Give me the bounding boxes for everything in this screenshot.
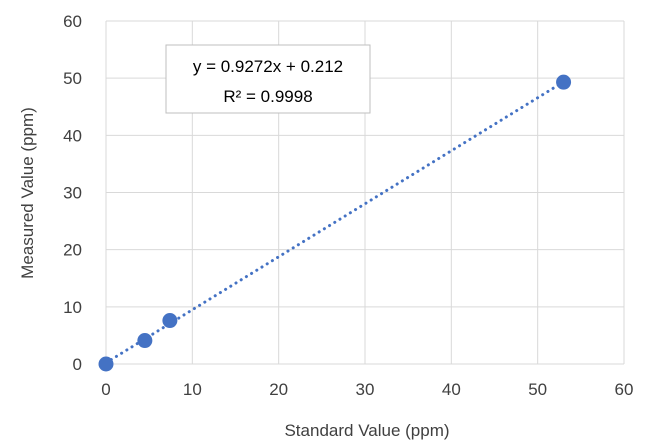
r-squared-value: R² = 0.9998 xyxy=(223,87,312,106)
equation-annotation: y = 0.9272x + 0.212 R² = 0.9998 xyxy=(165,44,371,114)
x-tick-label: 10 xyxy=(183,380,202,399)
y-tick-label: 50 xyxy=(63,69,82,88)
y-tick-label: 60 xyxy=(63,12,82,31)
equation-box xyxy=(165,44,371,114)
data-point xyxy=(556,74,572,90)
y-tick-label: 20 xyxy=(63,241,82,260)
y-tick-label: 30 xyxy=(63,184,82,203)
y-axis-title: Measured Value (ppm) xyxy=(18,107,37,279)
linear-trendline xyxy=(104,80,566,365)
x-tick-label: 60 xyxy=(615,380,634,399)
data-point xyxy=(162,313,178,329)
data-points xyxy=(98,74,572,372)
trendline-equation: y = 0.9272x + 0.212 xyxy=(193,57,343,76)
x-tick-label: 0 xyxy=(101,380,110,399)
x-axis-tick-labels: 0 10 20 30 40 50 60 xyxy=(101,380,633,399)
trendline-group xyxy=(104,80,566,365)
y-tick-label: 0 xyxy=(73,355,82,374)
data-point xyxy=(98,356,114,372)
x-tick-label: 20 xyxy=(269,380,288,399)
x-tick-label: 40 xyxy=(442,380,461,399)
data-point xyxy=(137,333,153,349)
y-tick-label: 10 xyxy=(63,298,82,317)
y-axis-tick-labels: 0 10 20 30 40 50 60 xyxy=(63,12,82,374)
x-tick-label: 30 xyxy=(356,380,375,399)
x-tick-label: 50 xyxy=(528,380,547,399)
y-tick-label: 40 xyxy=(63,126,82,145)
x-axis-title: Standard Value (ppm) xyxy=(284,421,449,440)
